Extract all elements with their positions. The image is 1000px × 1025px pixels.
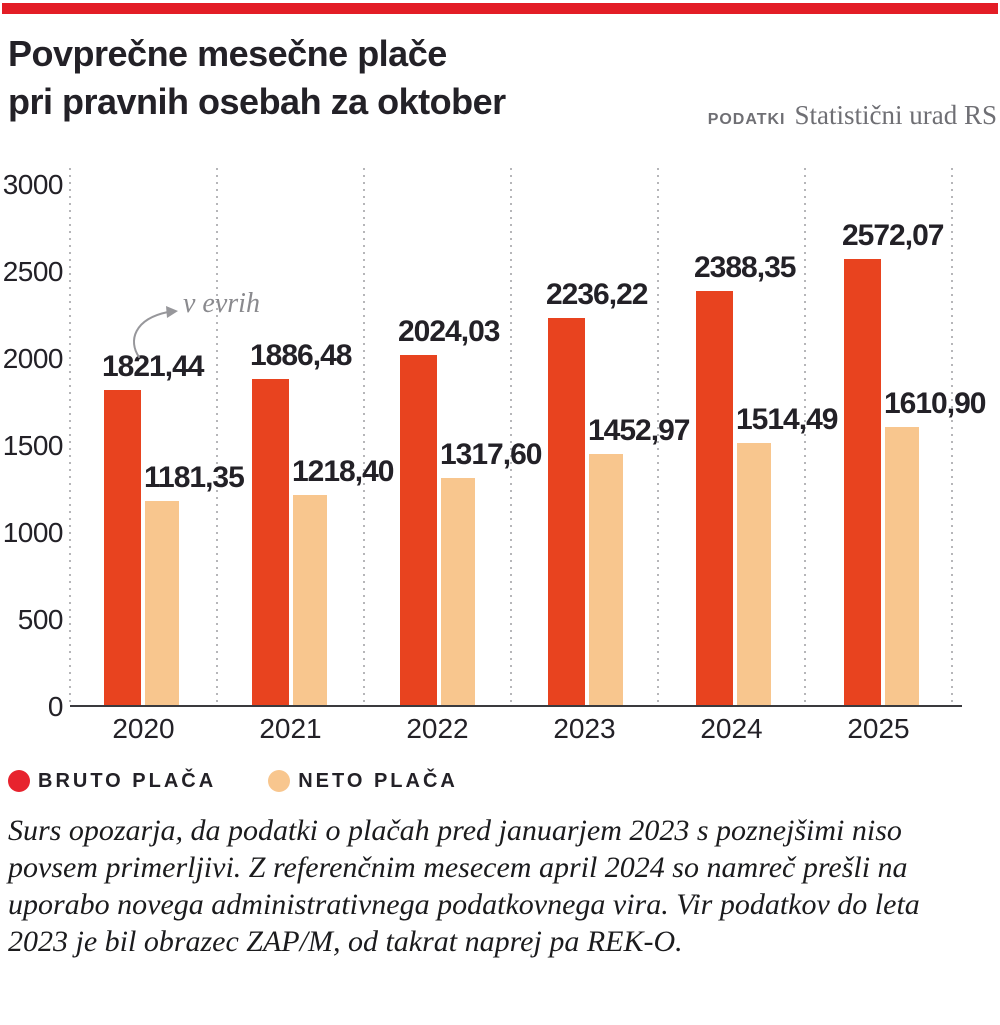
value-label-bruto-2024: 2388,35 xyxy=(694,251,796,284)
footnote-line: 2023 je bil obrazec ZAP/M, od takrat nap… xyxy=(8,925,683,958)
top-red-banner xyxy=(2,3,998,14)
curved-arrow-icon xyxy=(133,306,178,358)
footnote-line: povsem primerljivi. Z referenčnim mesece… xyxy=(8,851,908,884)
bar-neto-2020 xyxy=(145,501,179,707)
vertical-gridline xyxy=(69,168,71,707)
x-axis-label-2021: 2021 xyxy=(259,713,322,744)
vertical-gridline xyxy=(363,168,365,707)
vertical-gridline xyxy=(951,168,953,707)
value-label-bruto-2020: 1821,44 xyxy=(102,350,204,383)
x-axis-label-2024: 2024 xyxy=(700,713,763,744)
source-attribution: PODATKI Statistični urad RS xyxy=(708,100,997,131)
chart-legend: BRUTO PLAČA NETO PLAČA xyxy=(8,768,458,794)
bar-neto-2021 xyxy=(293,495,327,707)
bar-bruto-2020 xyxy=(104,390,141,707)
x-axis-label-2025: 2025 xyxy=(847,713,910,744)
vertical-gridline xyxy=(657,168,659,707)
unit-annotation: v evrih xyxy=(183,288,260,319)
title-line-2: pri pravnih osebah za oktober xyxy=(8,81,506,122)
page-title: Povprečne mesečne plače pri pravnih oseb… xyxy=(8,30,506,126)
bar-neto-2025 xyxy=(885,427,919,707)
bruto-legend-label: BRUTO PLAČA xyxy=(38,769,217,792)
vertical-gridline xyxy=(216,168,218,707)
bar-bruto-2021 xyxy=(252,379,289,707)
y-axis-tick-label: 1500 xyxy=(2,430,64,461)
y-axis-tick-label: 1000 xyxy=(2,517,64,548)
value-label-bruto-2025: 2572,07 xyxy=(842,219,944,252)
title-line-1: Povprečne mesečne plače xyxy=(8,33,447,74)
footnote: Surs opozarja, da podatki o plačah pred … xyxy=(8,812,996,960)
value-label-neto-2020: 1181,35 xyxy=(144,461,245,494)
bar-neto-2022 xyxy=(441,478,475,707)
value-label-neto-2023: 1452,97 xyxy=(588,414,690,447)
source-label: PODATKI xyxy=(707,111,786,128)
y-axis-tick-label: 0 xyxy=(47,691,64,722)
y-axis-tick-label: 3000 xyxy=(2,169,64,200)
bar-bruto-2022 xyxy=(400,355,437,707)
footnote-line: uporabo novega administrativnega podatko… xyxy=(8,888,920,921)
y-axis-tick-label: 2000 xyxy=(2,343,64,374)
bar-neto-2024 xyxy=(737,443,771,707)
x-axis-line xyxy=(70,705,962,707)
neto-legend-label: NETO PLAČA xyxy=(298,769,458,792)
bar-bruto-2025 xyxy=(844,259,881,707)
x-axis-label-2020: 2020 xyxy=(112,713,175,744)
footnote-line: Surs opozarja, da podatki o plačah pred … xyxy=(8,814,902,847)
value-label-neto-2025: 1610,90 xyxy=(884,387,986,420)
bar-neto-2023 xyxy=(589,454,623,707)
bar-bruto-2024 xyxy=(696,291,733,707)
y-axis-tick-label: 2500 xyxy=(2,256,64,287)
vertical-gridline xyxy=(510,168,512,707)
neto-legend-dot-icon xyxy=(268,770,291,792)
vertical-gridline xyxy=(804,168,806,707)
source-name: Statistični urad RS xyxy=(794,100,998,130)
bruto-legend-dot-icon xyxy=(8,770,30,792)
value-label-neto-2024: 1514,49 xyxy=(736,403,838,436)
x-axis-label-2022: 2022 xyxy=(406,713,469,744)
value-label-bruto-2021: 1886,48 xyxy=(250,339,352,372)
bar-bruto-2023 xyxy=(548,318,585,707)
y-axis-tick-label: 500 xyxy=(17,604,64,635)
value-label-neto-2022: 1317,60 xyxy=(440,438,542,471)
x-axis-label-2023: 2023 xyxy=(553,713,616,744)
value-label-bruto-2023: 2236,22 xyxy=(546,278,648,311)
value-label-neto-2021: 1218,40 xyxy=(292,455,394,488)
value-label-bruto-2022: 2024,03 xyxy=(398,315,500,348)
